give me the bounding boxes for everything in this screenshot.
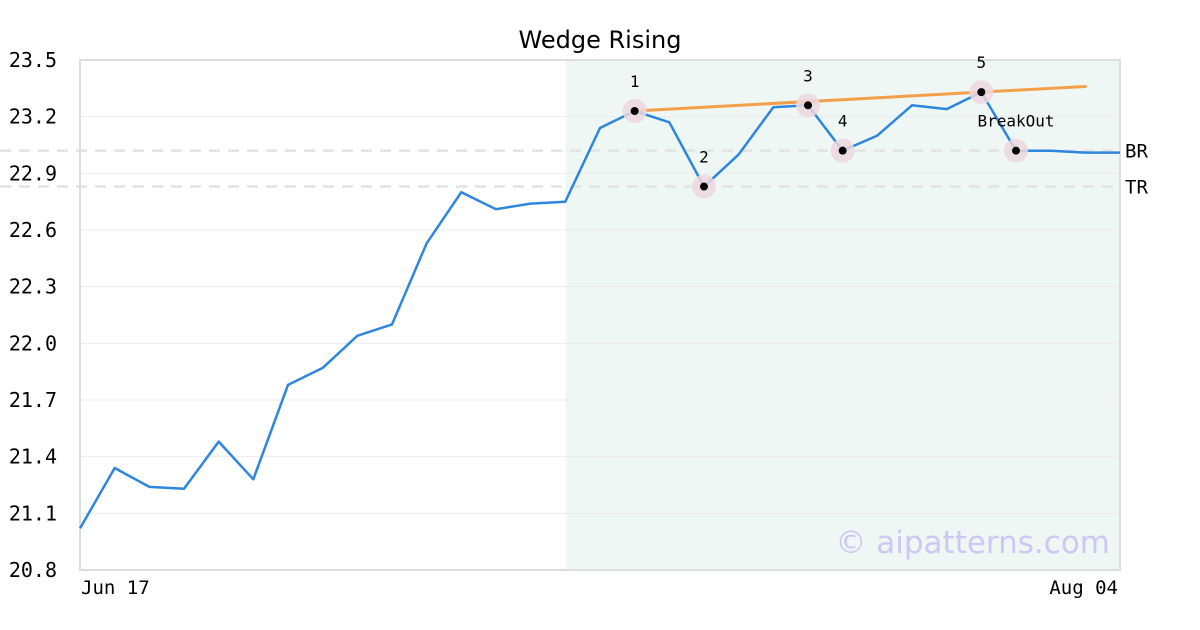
y-tick-label: 20.8 [9, 558, 57, 582]
point-marker-dot [804, 101, 812, 110]
point-marker-dot [630, 107, 639, 115]
upper-trend-line [633, 84, 1087, 113]
point-label: BreakOut [977, 112, 1054, 131]
watermark: © aipatterns.com [835, 525, 1110, 561]
x-tick-label: Aug 04 [1049, 577, 1118, 599]
point-label: 4 [838, 112, 848, 131]
plot-frame [79, 59, 1121, 571]
y-tick-label: 21.4 [9, 445, 57, 469]
point-marker-dot [700, 182, 708, 191]
x-tick-label: Jun 17 [81, 577, 150, 599]
chart-title: Wedge Rising [519, 26, 682, 54]
x-axis-ticks: Jun 17 Aug 04 [81, 577, 1118, 599]
price-series-line [78, 90, 1120, 530]
point-marker-dot [977, 88, 986, 97]
y-tick-label: 21.1 [9, 501, 57, 525]
y-tick-label: 23.2 [9, 105, 57, 129]
point-label: 2 [699, 148, 709, 167]
point-marker-dot [1012, 146, 1020, 155]
point-label: 3 [803, 66, 813, 85]
y-tick-label: 22.9 [9, 161, 57, 185]
trend-lines [633, 84, 1087, 113]
y-tick-label: 22.0 [9, 331, 57, 355]
reference-line-label: BR [1125, 141, 1148, 163]
pattern-region [565, 60, 1120, 570]
point-marker-dot [838, 146, 847, 155]
y-tick-label: 22.6 [9, 218, 57, 242]
y-axis-ticks: 20.8 21.1 21.4 21.7 22.0 22.3 22.6 22.9 23.2 23.5 [9, 48, 57, 582]
reference-line-label: TR [1125, 177, 1148, 199]
y-tick-label: 22.3 [9, 275, 57, 299]
reference-lines: BR TR [0, 141, 1148, 199]
y-tick-label: 23.5 [9, 48, 57, 72]
pattern-points: 1 2 3 4 5 BreakOut [622, 53, 1055, 199]
y-tick-label: 21.7 [9, 388, 57, 412]
point-label: 5 [977, 53, 987, 72]
point-label: 1 [630, 72, 640, 91]
